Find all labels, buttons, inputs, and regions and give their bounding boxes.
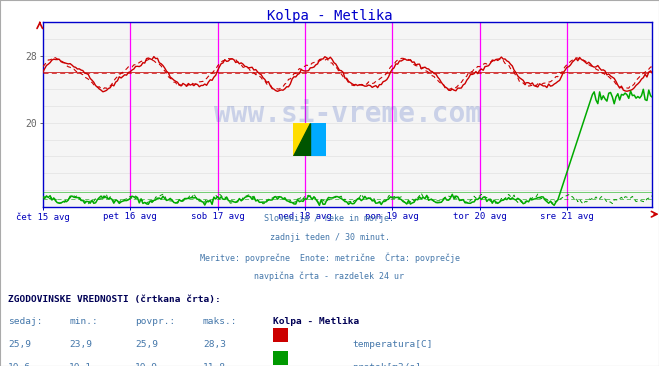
Text: zadnji teden / 30 minut.: zadnji teden / 30 minut. <box>270 233 389 242</box>
Text: navpična črta - razdelek 24 ur: navpična črta - razdelek 24 ur <box>254 271 405 281</box>
Text: Meritve: povprečne  Enote: metrične  Črta: povprečje: Meritve: povprečne Enote: metrične Črta:… <box>200 252 459 263</box>
Text: pretok[m3/s]: pretok[m3/s] <box>353 363 422 366</box>
Text: 23,9: 23,9 <box>69 340 92 349</box>
Text: 28,3: 28,3 <box>203 340 226 349</box>
Text: 10,6: 10,6 <box>8 363 31 366</box>
Text: www.si-vreme.com: www.si-vreme.com <box>214 100 482 128</box>
Text: temperatura[C]: temperatura[C] <box>353 340 433 349</box>
Text: Kolpa - Metlika: Kolpa - Metlika <box>267 9 392 23</box>
Text: Slovenija / reke in morje.: Slovenija / reke in morje. <box>264 214 395 223</box>
Text: 10,1: 10,1 <box>69 363 92 366</box>
Bar <box>310 123 326 156</box>
Text: maks.:: maks.: <box>203 317 237 326</box>
Text: 25,9: 25,9 <box>135 340 158 349</box>
Text: sedaj:: sedaj: <box>8 317 42 326</box>
Text: povpr.:: povpr.: <box>135 317 175 326</box>
Text: ZGODOVINSKE VREDNOSTI (črtkana črta):: ZGODOVINSKE VREDNOSTI (črtkana črta): <box>8 295 221 304</box>
Text: 25,9: 25,9 <box>8 340 31 349</box>
Text: Kolpa - Metlika: Kolpa - Metlika <box>273 317 360 326</box>
Text: 10,9: 10,9 <box>135 363 158 366</box>
Polygon shape <box>293 123 310 156</box>
Text: min.:: min.: <box>69 317 98 326</box>
Text: 11,8: 11,8 <box>203 363 226 366</box>
